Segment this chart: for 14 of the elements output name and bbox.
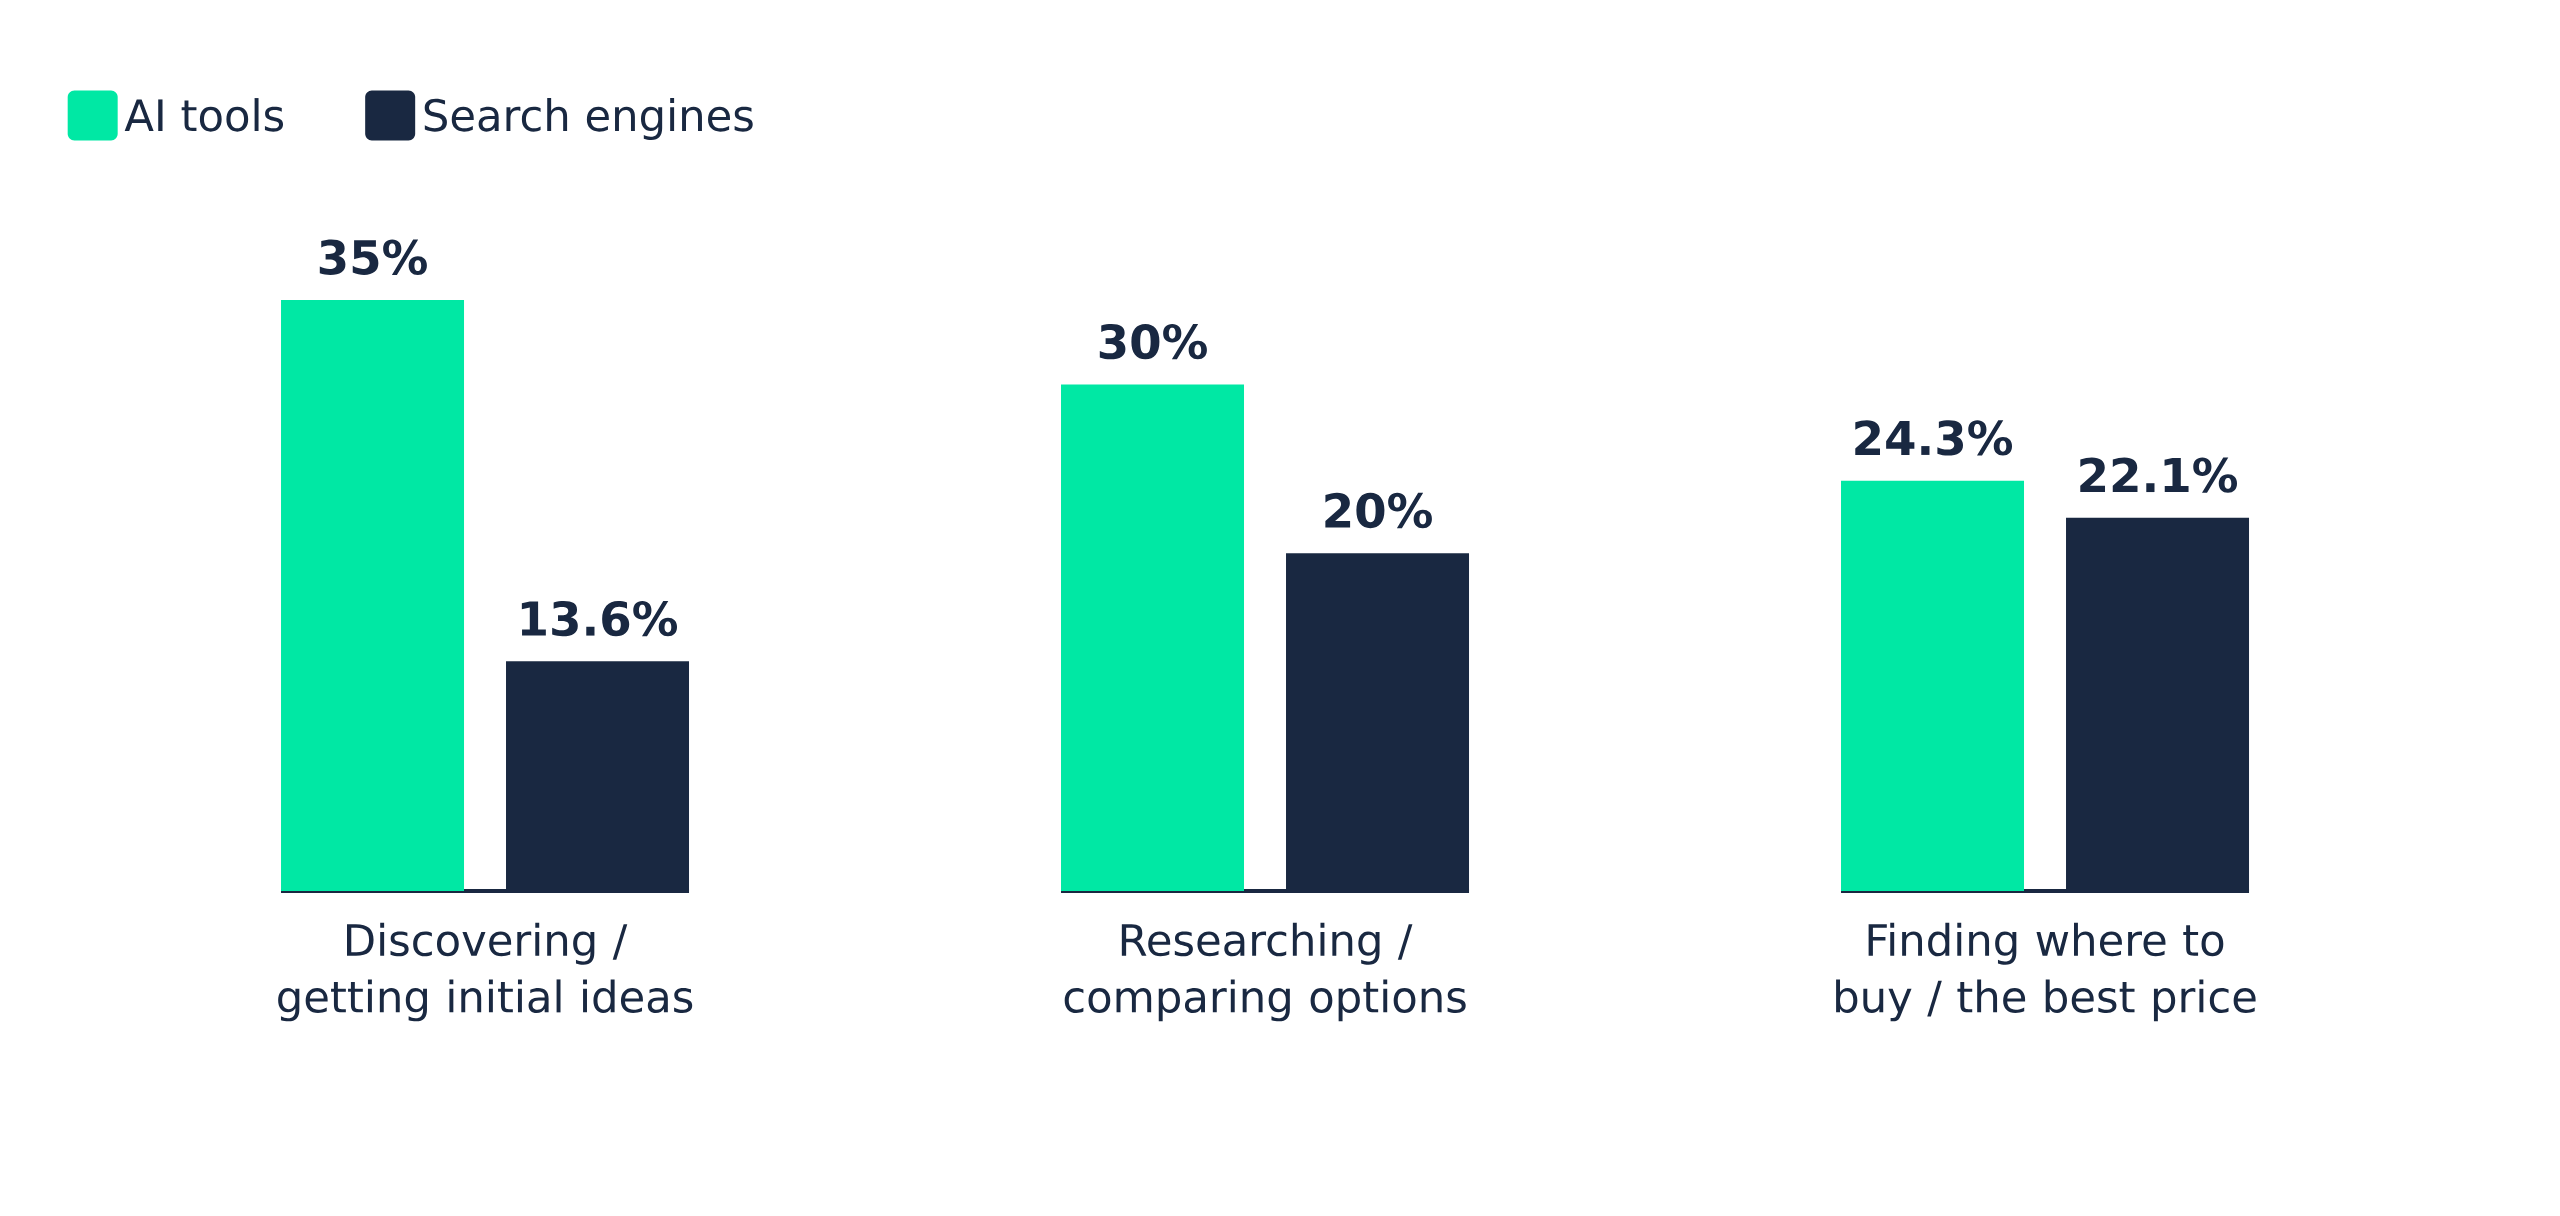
legend-label: AI tools [124,98,284,132]
data-label: 13.6% [521,600,678,637]
data-label: 24.3% [1855,420,2013,456]
bar [1841,480,2025,891]
x-tick-label: Discovering / getting initial ideas [278,922,693,1022]
data-label: 35% [319,239,427,275]
legend-label: Search engines [424,98,753,140]
data-label: 22.1% [2080,457,2238,493]
data-label: 30% [1099,324,1207,360]
bar [281,300,465,891]
x-tick-label: Finding where to buy / the best price [1836,922,2256,1022]
data-label: 20% [1325,492,1432,529]
x-tick-label: Researching / comparing options [1064,922,1466,1022]
bar [1061,384,1245,891]
